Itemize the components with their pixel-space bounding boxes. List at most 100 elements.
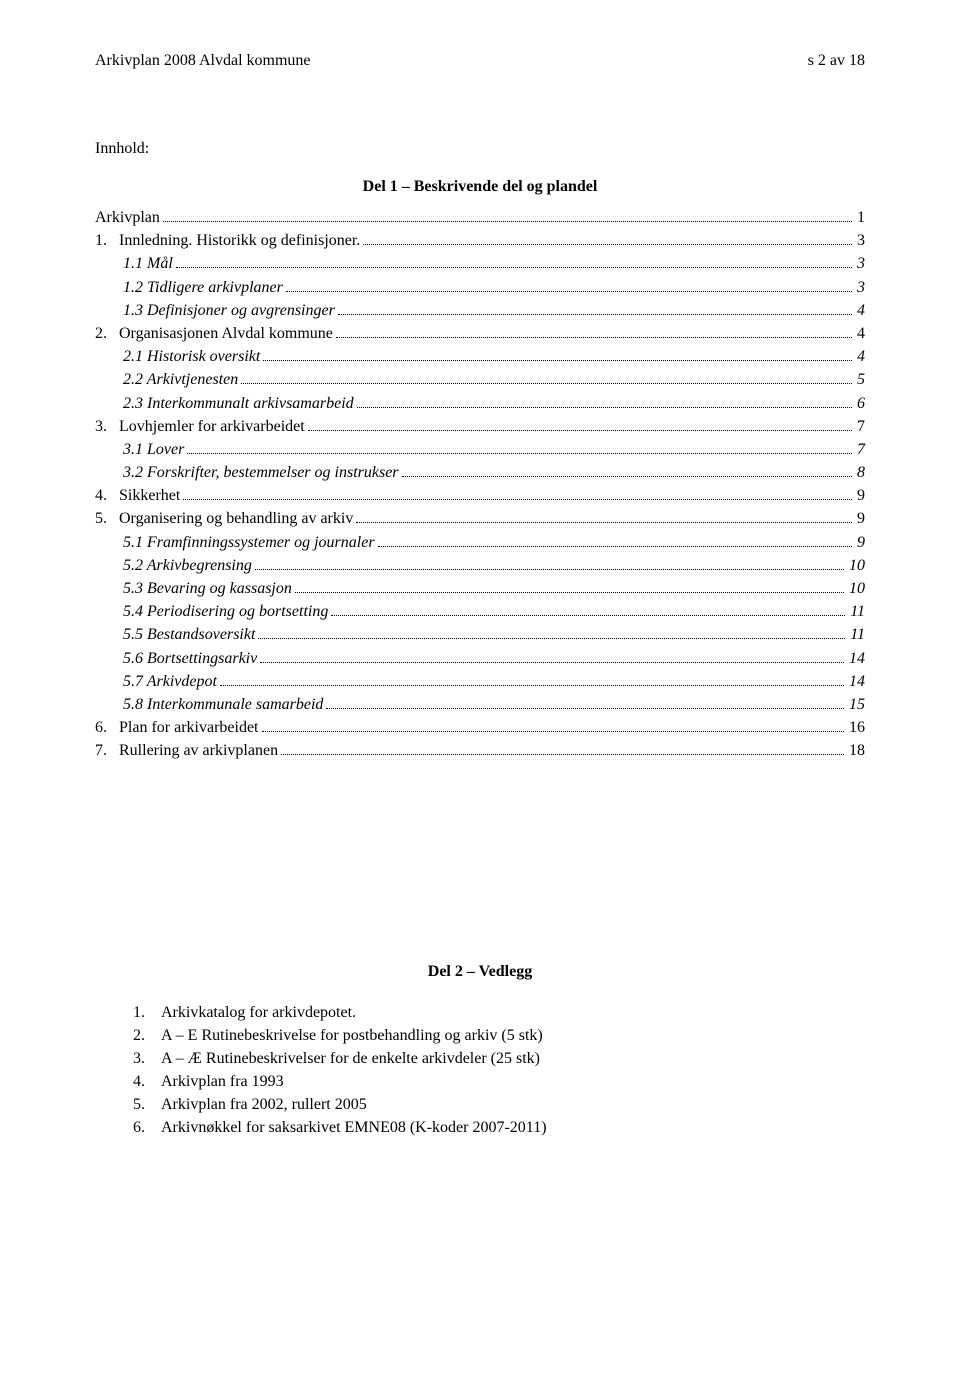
toc-entry: 1.2 Tidligere arkivplaner 3	[95, 276, 865, 299]
vedlegg-text: Arkivnøkkel for saksarkivet EMNE08 (K-ko…	[161, 1116, 547, 1139]
toc-page-number: 10	[847, 577, 865, 600]
toc-label: 1.3 Definisjoner og avgrensinger	[123, 299, 335, 322]
toc-leader-dots	[241, 383, 852, 384]
vedlegg-text: Arkivplan fra 2002, rullert 2005	[161, 1093, 367, 1116]
toc-page-number: 1	[855, 206, 865, 229]
toc-label: 3. Lovhjemler for arkivarbeidet	[95, 415, 305, 438]
toc-leader-dots	[281, 754, 844, 755]
toc-label: 3.1 Lover	[123, 438, 184, 461]
contents-label: Innhold:	[95, 140, 865, 158]
document-page: Arkivplan 2008 Alvdal kommune s 2 av 18 …	[0, 0, 960, 1200]
vedlegg-item: 3.A – Æ Rutinebeskrivelser for de enkelt…	[133, 1047, 865, 1070]
toc-entry: 7. Rullering av arkivplanen 18	[95, 739, 865, 762]
toc-label: 2.2 Arkivtjenesten	[123, 368, 238, 391]
toc-page-number: 3	[855, 276, 865, 299]
toc-leader-dots	[295, 592, 844, 593]
vedlegg-item: 5.Arkivplan fra 2002, rullert 2005	[133, 1093, 865, 1116]
toc-page-number: 7	[855, 438, 865, 461]
toc-leader-dots	[402, 476, 852, 477]
toc-label: Arkivplan	[95, 206, 160, 229]
toc-label: 5.4 Periodisering og bortsetting	[123, 600, 328, 623]
toc-page-number: 16	[847, 716, 865, 739]
del1-title: Del 1 – Beskrivende del og plandel	[95, 178, 865, 196]
toc-label: 5.3 Bevaring og kassasjon	[123, 577, 292, 600]
toc-leader-dots	[255, 569, 844, 570]
toc-entry: 5.5 Bestandsoversikt 11	[95, 623, 865, 646]
toc-leader-dots	[338, 314, 852, 315]
toc-leader-dots	[220, 685, 844, 686]
toc-page-number: 9	[855, 531, 865, 554]
toc-leader-dots	[263, 360, 852, 361]
toc-leader-dots	[356, 522, 852, 523]
toc-page-number: 4	[855, 322, 865, 345]
toc-label: 2.3 Interkommunalt arkivsamarbeid	[123, 392, 354, 415]
toc-leader-dots	[336, 337, 852, 338]
toc-leader-dots	[326, 708, 844, 709]
toc-label: 1.1 Mål	[123, 252, 173, 275]
toc-leader-dots	[176, 267, 852, 268]
toc-leader-dots	[378, 546, 852, 547]
del2-title: Del 2 – Vedlegg	[95, 963, 865, 981]
vedlegg-text: A – Æ Rutinebeskrivelser for de enkelte …	[161, 1047, 540, 1070]
toc-label: 4. Sikkerhet	[95, 484, 180, 507]
toc-page-number: 6	[855, 392, 865, 415]
toc-entry: 2. Organisasjonen Alvdal kommune 4	[95, 322, 865, 345]
toc-entry: 1. Innledning. Historikk og definisjoner…	[95, 229, 865, 252]
toc-entry: Arkivplan 1	[95, 206, 865, 229]
toc-entry: 3.2 Forskrifter, bestemmelser og instruk…	[95, 461, 865, 484]
toc-leader-dots	[183, 499, 852, 500]
toc-label: 2.1 Historisk oversikt	[123, 345, 260, 368]
toc-page-number: 4	[855, 345, 865, 368]
toc-entry: 6. Plan for arkivarbeidet 16	[95, 716, 865, 739]
toc-page-number: 14	[847, 647, 865, 670]
toc-page-number: 11	[848, 600, 865, 623]
toc-leader-dots	[187, 453, 852, 454]
toc-entry: 5.1 Framfinningssystemer og journaler 9	[95, 531, 865, 554]
toc-page-number: 7	[855, 415, 865, 438]
toc-entry: 2.1 Historisk oversikt 4	[95, 345, 865, 368]
toc-page-number: 14	[847, 670, 865, 693]
toc-entry: 5.3 Bevaring og kassasjon 10	[95, 577, 865, 600]
vedlegg-text: Arkivkatalog for arkivdepotet.	[161, 1001, 356, 1024]
toc-entry: 4. Sikkerhet 9	[95, 484, 865, 507]
toc-leader-dots	[286, 291, 852, 292]
vedlegg-number: 1.	[133, 1001, 161, 1024]
toc-entry: 3.1 Lover 7	[95, 438, 865, 461]
toc-entry: 5.4 Periodisering og bortsetting 11	[95, 600, 865, 623]
toc-leader-dots	[357, 407, 852, 408]
vedlegg-number: 2.	[133, 1024, 161, 1047]
vedlegg-item: 1.Arkivkatalog for arkivdepotet.	[133, 1001, 865, 1024]
toc-label: 2. Organisasjonen Alvdal kommune	[95, 322, 333, 345]
toc-entry: 2.3 Interkommunalt arkivsamarbeid 6	[95, 392, 865, 415]
vedlegg-item: 2.A – E Rutinebeskrivelse for postbehand…	[133, 1024, 865, 1047]
toc-leader-dots	[258, 638, 845, 639]
toc-leader-dots	[363, 244, 852, 245]
toc-label: 5.8 Interkommunale samarbeid	[123, 693, 323, 716]
header-right: s 2 av 18	[808, 52, 865, 70]
toc-page-number: 11	[848, 623, 865, 646]
vedlegg-text: Arkivplan fra 1993	[161, 1070, 284, 1093]
vedlegg-list: 1.Arkivkatalog for arkivdepotet.2.A – E …	[95, 1001, 865, 1140]
toc-page-number: 10	[847, 554, 865, 577]
toc-label: 5.2 Arkivbegrensing	[123, 554, 252, 577]
vedlegg-item: 4.Arkivplan fra 1993	[133, 1070, 865, 1093]
table-of-contents: Arkivplan 11. Innledning. Historikk og d…	[95, 206, 865, 763]
vedlegg-number: 4.	[133, 1070, 161, 1093]
toc-leader-dots	[260, 662, 844, 663]
toc-leader-dots	[163, 221, 852, 222]
toc-entry: 3. Lovhjemler for arkivarbeidet 7	[95, 415, 865, 438]
toc-entry: 5. Organisering og behandling av arkiv 9	[95, 507, 865, 530]
toc-leader-dots	[308, 430, 852, 431]
toc-page-number: 9	[855, 507, 865, 530]
toc-label: 1.2 Tidligere arkivplaner	[123, 276, 283, 299]
toc-entry: 5.8 Interkommunale samarbeid 15	[95, 693, 865, 716]
toc-entry: 5.6 Bortsettingsarkiv 14	[95, 647, 865, 670]
toc-entry: 2.2 Arkivtjenesten 5	[95, 368, 865, 391]
toc-page-number: 15	[847, 693, 865, 716]
vedlegg-number: 6.	[133, 1116, 161, 1139]
vedlegg-text: A – E Rutinebeskrivelse for postbehandli…	[161, 1024, 543, 1047]
toc-page-number: 3	[855, 229, 865, 252]
toc-label: 1. Innledning. Historikk og definisjoner…	[95, 229, 360, 252]
toc-label: 5.5 Bestandsoversikt	[123, 623, 255, 646]
toc-label: 5.6 Bortsettingsarkiv	[123, 647, 257, 670]
